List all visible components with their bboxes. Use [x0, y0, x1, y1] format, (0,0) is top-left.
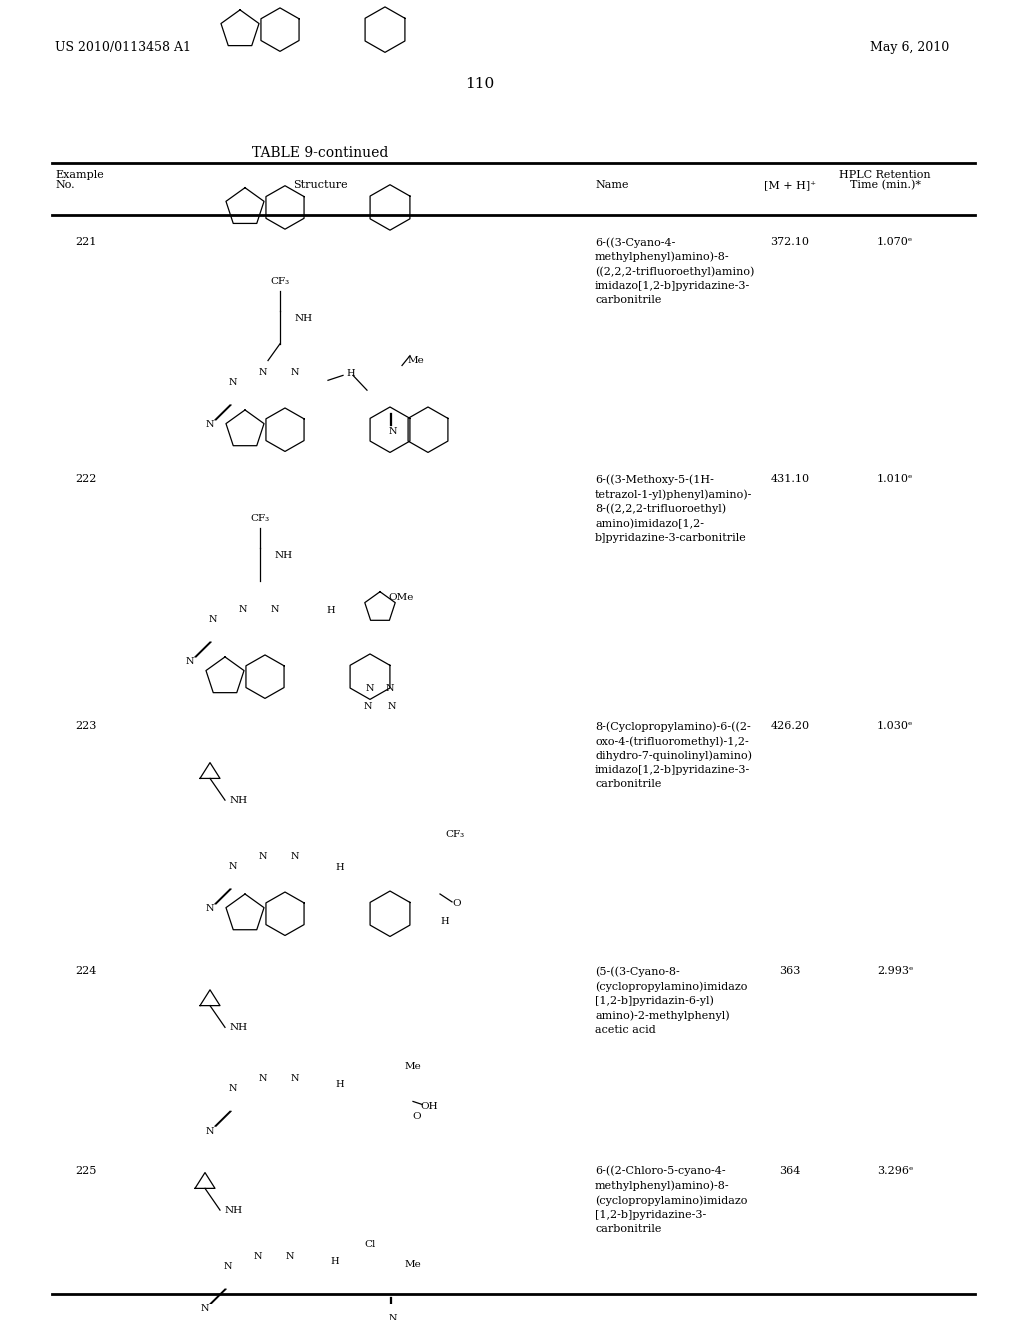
Text: 3.296ᵉ: 3.296ᵉ [877, 1166, 913, 1176]
Text: N: N [206, 904, 214, 913]
Text: CF₃: CF₃ [251, 513, 269, 523]
Text: 8-(Cyclopropylamino)-6-((2-
oxo-4-(trifluoromethyl)-1,2-
dihydro-7-quinolinyl)am: 8-(Cyclopropylamino)-6-((2- oxo-4-(trifl… [595, 721, 752, 789]
Text: Time (min.)*: Time (min.)* [850, 180, 921, 190]
Text: NH: NH [230, 1023, 248, 1032]
Text: 222: 222 [75, 474, 96, 484]
Text: 372.10: 372.10 [770, 238, 810, 247]
Text: H: H [335, 1080, 344, 1089]
Text: H: H [330, 1257, 339, 1266]
Text: NH: NH [295, 314, 313, 322]
Text: N: N [389, 1315, 397, 1320]
Text: H: H [440, 917, 450, 927]
Text: TABLE 9-continued: TABLE 9-continued [252, 147, 388, 160]
Text: N: N [201, 1304, 209, 1313]
Text: N: N [239, 605, 247, 614]
Text: 426.20: 426.20 [770, 721, 810, 731]
Text: 1.070ᵉ: 1.070ᵉ [877, 238, 913, 247]
Text: 224: 224 [75, 966, 96, 975]
Text: N: N [291, 851, 299, 861]
Text: Me: Me [406, 1259, 422, 1269]
Text: N: N [228, 1084, 238, 1093]
Text: Cl: Cl [365, 1241, 376, 1249]
Text: N: N [254, 1253, 262, 1261]
Text: N: N [366, 684, 374, 693]
Text: N: N [364, 702, 373, 710]
Text: Name: Name [595, 180, 629, 190]
Text: N: N [228, 378, 238, 387]
Text: H: H [346, 368, 354, 378]
Text: (5-((3-Cyano-8-
(cyclopropylamino)imidazo
[1,2-b]pyridazin-6-yl)
amino)-2-methyl: (5-((3-Cyano-8- (cyclopropylamino)imidaz… [595, 966, 748, 1035]
Text: 1.010ᵉ: 1.010ᵉ [877, 474, 913, 484]
Text: CF₃: CF₃ [270, 277, 290, 285]
Text: N: N [388, 702, 396, 710]
Text: HPLC Retention: HPLC Retention [840, 170, 931, 180]
Text: US 2010/0113458 A1: US 2010/0113458 A1 [55, 41, 191, 54]
Text: N: N [286, 1253, 294, 1261]
Text: 6-((3-Cyano-4-
methylphenyl)amino)-8-
((2,2,2-trifluoroethyl)amino)
imidazo[1,2-: 6-((3-Cyano-4- methylphenyl)amino)-8- ((… [595, 238, 755, 305]
Text: 6-((2-Chloro-5-cyano-4-
methylphenyl)amino)-8-
(cyclopropylamino)imidazo
[1,2-b]: 6-((2-Chloro-5-cyano-4- methylphenyl)ami… [595, 1166, 748, 1234]
Text: 2.993ᵉ: 2.993ᵉ [877, 966, 913, 975]
Text: N: N [206, 420, 214, 429]
Text: Me: Me [406, 1063, 422, 1072]
Text: 225: 225 [75, 1166, 96, 1176]
Text: OMe: OMe [388, 593, 414, 602]
Text: NH: NH [230, 796, 248, 805]
Text: 1.030ᵉ: 1.030ᵉ [877, 721, 913, 731]
Text: NH: NH [275, 550, 293, 560]
Text: N: N [389, 428, 397, 436]
Text: N: N [259, 851, 267, 861]
Text: H: H [335, 863, 344, 871]
Text: O: O [452, 899, 461, 908]
Text: 431.10: 431.10 [770, 474, 810, 484]
Text: N: N [224, 1262, 232, 1271]
Text: Example: Example [55, 170, 103, 180]
Text: Me: Me [408, 356, 425, 366]
Text: N: N [228, 862, 238, 871]
Text: May 6, 2010: May 6, 2010 [870, 41, 949, 54]
Text: OH: OH [420, 1102, 437, 1111]
Text: 221: 221 [75, 238, 96, 247]
Text: 364: 364 [779, 1166, 801, 1176]
Text: N: N [185, 657, 195, 667]
Text: Structure: Structure [293, 180, 347, 190]
Text: 363: 363 [779, 966, 801, 975]
Text: N: N [209, 615, 217, 624]
Text: 6-((3-Methoxy-5-(1H-
tetrazol-1-yl)phenyl)amino)-
8-((2,2,2-trifluoroethyl)
amin: 6-((3-Methoxy-5-(1H- tetrazol-1-yl)pheny… [595, 474, 753, 543]
Text: N: N [291, 1074, 299, 1084]
Text: N: N [291, 368, 299, 378]
Text: N: N [270, 605, 280, 614]
Text: H: H [326, 606, 335, 615]
Text: 223: 223 [75, 721, 96, 731]
Text: CF₃: CF₃ [445, 830, 464, 840]
Text: N: N [386, 684, 394, 693]
Text: [M + H]⁺: [M + H]⁺ [764, 180, 816, 190]
Text: 110: 110 [465, 77, 495, 91]
Text: NH: NH [225, 1205, 243, 1214]
Text: N: N [259, 1074, 267, 1084]
Text: N: N [259, 368, 267, 378]
Text: N: N [206, 1126, 214, 1135]
Text: No.: No. [55, 180, 75, 190]
Text: O: O [412, 1111, 421, 1121]
